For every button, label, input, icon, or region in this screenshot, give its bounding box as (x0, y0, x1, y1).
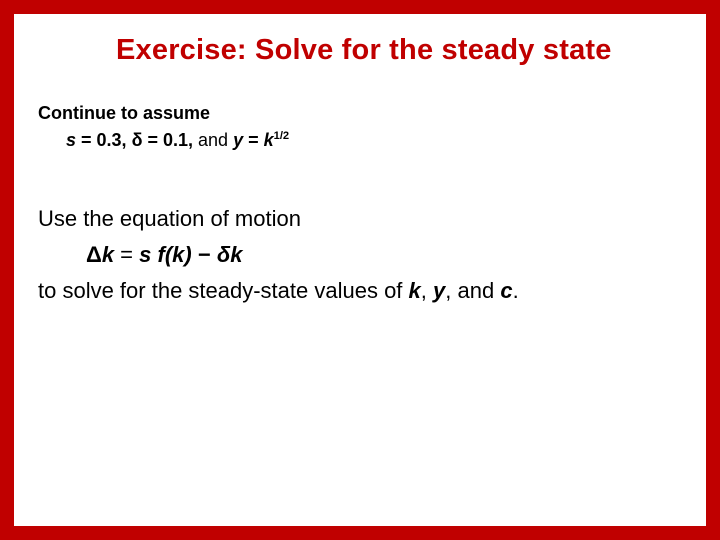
comma2: , and (445, 278, 500, 303)
eq-minus: − (192, 242, 217, 267)
delta-value: = 0.1, (142, 130, 193, 150)
period: . (513, 278, 519, 303)
exponent: 1/2 (274, 130, 290, 142)
equation-of-motion: Δk = s f(k) − δk (86, 238, 682, 272)
eq-equals: = (114, 242, 139, 267)
var-y: y (233, 130, 243, 150)
var-c-out: c (500, 278, 512, 303)
assume-intro: Continue to assume (38, 100, 682, 127)
s-value: = 0.3, (76, 130, 132, 150)
var-k: k (264, 130, 274, 150)
assume-values: s = 0.3, δ = 0.1, and y = k1/2 (66, 127, 682, 154)
var-delta: δ (132, 130, 143, 150)
comma1: , (421, 278, 433, 303)
and-text: and (193, 130, 233, 150)
eq-s: s (139, 242, 151, 267)
body-line3: to solve for the steady-state values of … (38, 274, 682, 308)
slide-title: Exercise: Solve for the steady state (116, 32, 652, 68)
line3-text: to solve for the steady-state values of (38, 278, 409, 303)
body-line1: Use the equation of motion (38, 202, 682, 236)
y-eq: = (243, 130, 264, 150)
body-block: Use the equation of motion Δk = s f(k) −… (38, 202, 682, 308)
eq-k: k (102, 242, 114, 267)
eq-delta-sym: Δ (86, 242, 102, 267)
slide-frame: Exercise: Solve for the steady state Con… (0, 0, 720, 540)
var-s: s (66, 130, 76, 150)
assumptions-block: Continue to assume s = 0.3, δ = 0.1, and… (38, 100, 682, 154)
eq-fk: f(k) (158, 242, 192, 267)
var-y-out: y (433, 278, 445, 303)
eq-deltak: δk (217, 242, 243, 267)
var-k-out: k (409, 278, 421, 303)
